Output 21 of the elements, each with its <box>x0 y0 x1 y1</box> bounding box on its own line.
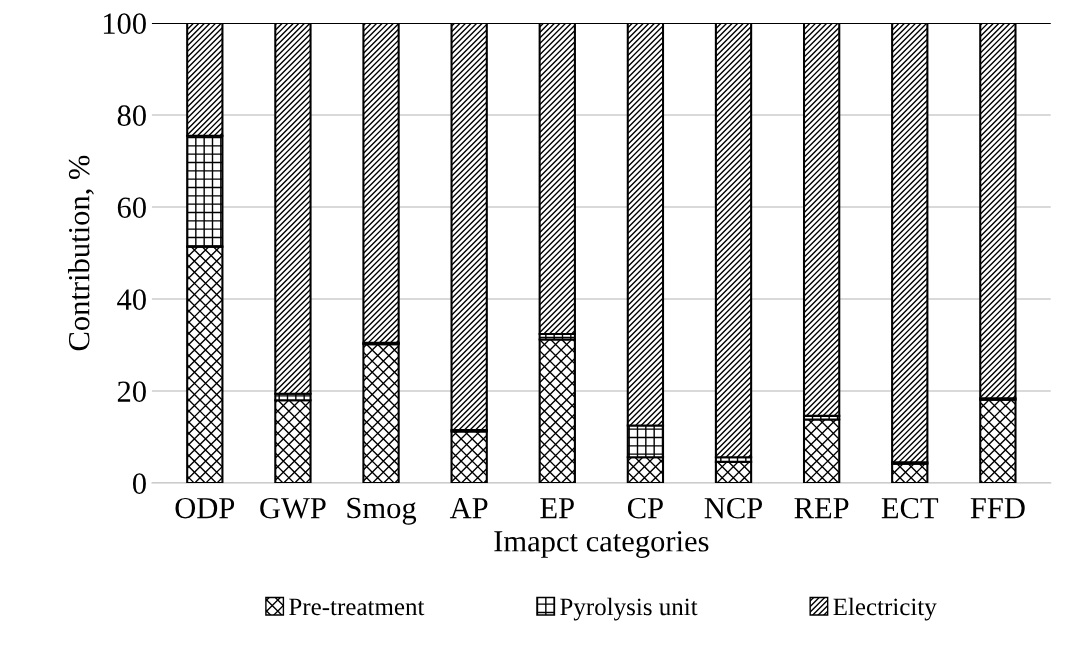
x-tick-label: ODP <box>175 497 235 519</box>
x-tick-label: AP <box>449 497 488 519</box>
y-tick-label: 40 <box>117 289 146 310</box>
x-axis-title: Imapct categories <box>494 531 709 558</box>
legend-label: Electricity <box>833 597 937 621</box>
y-tick-label: 100 <box>103 13 146 34</box>
y-tick-label: 60 <box>117 197 146 218</box>
x-tick-label: FFD <box>970 498 1025 519</box>
x-tick-label: Smog <box>347 497 417 525</box>
y-tick-label: 80 <box>117 105 146 126</box>
legend-label: Pyrolysis unit <box>560 597 698 621</box>
legend-label: Pre-treatment <box>289 598 425 616</box>
x-tick-label: EP <box>540 498 574 519</box>
x-tick-label: REP <box>794 498 849 519</box>
x-tick-label: ECT <box>881 497 939 519</box>
y-axis-title: Contribution, % <box>67 155 94 351</box>
x-tick-label: GWP <box>260 497 326 519</box>
y-tick-label: 0 <box>132 473 146 494</box>
x-tick-label: CP <box>627 497 663 519</box>
x-tick-label: NCP <box>704 497 763 519</box>
y-tick-label: 20 <box>117 381 146 402</box>
